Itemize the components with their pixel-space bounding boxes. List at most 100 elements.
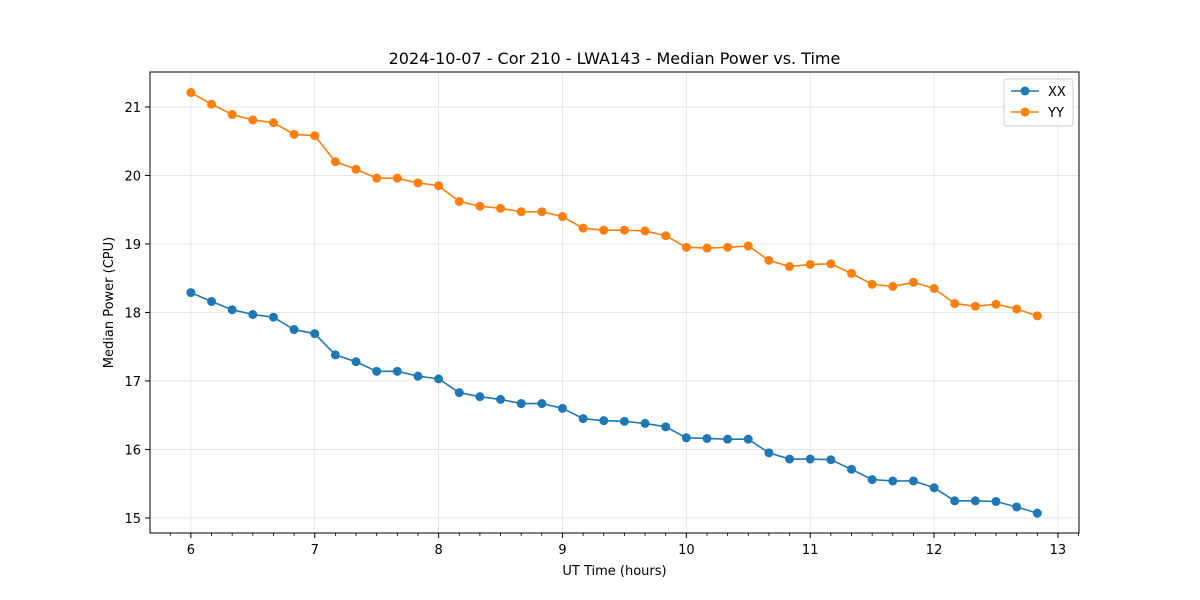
chart-title: 2024-10-07 - Cor 210 - LWA143 - Median P… bbox=[389, 49, 841, 68]
data-point bbox=[785, 454, 795, 464]
y-tick-label: 19 bbox=[124, 238, 141, 253]
data-point bbox=[248, 115, 258, 125]
data-point bbox=[702, 433, 712, 443]
x-tick-label: 8 bbox=[434, 543, 442, 558]
x-tick-label: 12 bbox=[926, 543, 943, 558]
data-point bbox=[268, 118, 278, 128]
data-point bbox=[537, 207, 547, 217]
data-point bbox=[908, 277, 918, 287]
data-point bbox=[723, 242, 733, 252]
y-tick-label: 20 bbox=[124, 169, 141, 184]
legend-label-yy: YY bbox=[1047, 106, 1064, 121]
data-point bbox=[557, 212, 567, 222]
data-point bbox=[1032, 311, 1042, 321]
x-tick-label: 7 bbox=[311, 543, 319, 558]
data-point bbox=[599, 416, 609, 426]
data-point bbox=[372, 173, 382, 183]
data-point bbox=[640, 418, 650, 428]
data-point bbox=[619, 225, 629, 235]
x-tick-label: 6 bbox=[187, 543, 195, 558]
data-point bbox=[743, 434, 753, 444]
data-point bbox=[908, 476, 918, 486]
plot-frame bbox=[149, 71, 1080, 534]
data-point bbox=[950, 299, 960, 309]
data-point bbox=[723, 434, 733, 444]
data-point bbox=[578, 414, 588, 424]
data-point bbox=[310, 131, 320, 141]
y-tick-label: 17 bbox=[124, 375, 141, 390]
data-point bbox=[392, 173, 402, 183]
data-point bbox=[330, 157, 340, 167]
data-point bbox=[702, 243, 712, 253]
data-point bbox=[207, 296, 217, 306]
data-point bbox=[372, 366, 382, 376]
data-point bbox=[454, 196, 464, 206]
data-point bbox=[516, 399, 526, 409]
data-point bbox=[537, 399, 547, 409]
data-point bbox=[764, 255, 774, 265]
series-layer bbox=[186, 88, 1042, 518]
data-point bbox=[846, 268, 856, 278]
data-point bbox=[805, 259, 815, 269]
data-point bbox=[846, 464, 856, 474]
data-point bbox=[413, 371, 423, 381]
data-point bbox=[929, 283, 939, 293]
y-tick-label: 16 bbox=[124, 443, 141, 458]
data-point bbox=[289, 129, 299, 139]
data-point bbox=[496, 203, 506, 213]
data-point bbox=[557, 403, 567, 413]
data-point bbox=[496, 394, 506, 404]
legend-marker-yy bbox=[1020, 107, 1030, 117]
data-point bbox=[578, 223, 588, 233]
x-axis-label: UT Time (hours) bbox=[562, 564, 666, 579]
data-point bbox=[475, 201, 485, 211]
data-point bbox=[186, 88, 196, 98]
y-tick-label: 18 bbox=[124, 306, 141, 321]
x-tick-label: 11 bbox=[802, 543, 819, 558]
data-point bbox=[991, 496, 1001, 506]
x-tick-label: 13 bbox=[1050, 543, 1067, 558]
data-point bbox=[330, 350, 340, 360]
data-point bbox=[248, 309, 258, 319]
legend-label-xx: XX bbox=[1048, 85, 1066, 100]
data-point bbox=[785, 262, 795, 272]
data-point bbox=[351, 164, 361, 174]
data-point bbox=[867, 279, 877, 289]
data-point bbox=[681, 433, 691, 443]
data-point bbox=[434, 181, 444, 191]
data-point bbox=[764, 448, 774, 458]
legend-marker-xx bbox=[1020, 86, 1030, 96]
data-point bbox=[950, 496, 960, 506]
data-point bbox=[207, 99, 217, 109]
data-point bbox=[661, 231, 671, 241]
data-point bbox=[268, 312, 278, 322]
data-point bbox=[929, 483, 939, 493]
data-point bbox=[454, 388, 464, 398]
data-point bbox=[743, 241, 753, 251]
data-point bbox=[1032, 508, 1042, 518]
data-point bbox=[991, 299, 1001, 309]
data-point bbox=[310, 329, 320, 339]
data-point bbox=[888, 281, 898, 291]
data-point bbox=[599, 225, 609, 235]
axis-ticks: 6 7 8 9 10 11 12 13 15 16 17 18 19 20 21 bbox=[124, 101, 1079, 558]
data-point bbox=[661, 422, 671, 432]
y-axis-label: Median Power (CPU) bbox=[102, 237, 117, 368]
data-point bbox=[227, 109, 237, 119]
data-point bbox=[640, 226, 650, 236]
y-tick-label: 15 bbox=[124, 512, 141, 527]
data-point bbox=[1012, 304, 1022, 314]
data-point bbox=[392, 366, 402, 376]
data-point bbox=[289, 325, 299, 335]
legend: XX YY bbox=[1003, 78, 1074, 127]
data-point bbox=[434, 374, 444, 384]
series-yy bbox=[186, 88, 1042, 321]
x-tick-label: 10 bbox=[678, 543, 695, 558]
series-xx bbox=[186, 288, 1042, 518]
grid bbox=[150, 72, 1079, 533]
data-point bbox=[867, 475, 877, 485]
data-point bbox=[970, 301, 980, 311]
data-point bbox=[413, 178, 423, 188]
data-point bbox=[970, 496, 980, 506]
data-point bbox=[681, 242, 691, 252]
